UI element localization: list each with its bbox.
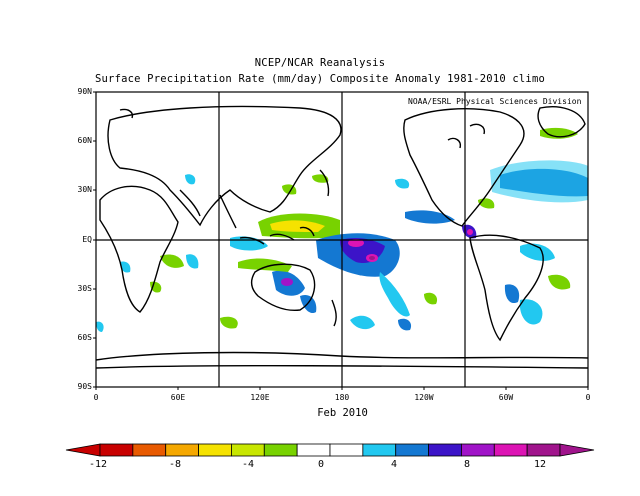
colorbar-swatch [132, 443, 167, 457]
colorbar-swatch [231, 443, 265, 457]
coastlines [95, 105, 589, 369]
lat-label-60s: 60S [77, 333, 92, 342]
anomaly-blue-so4 [398, 318, 412, 331]
colorbar-swatch [165, 443, 199, 457]
anomaly-purple-aus [281, 278, 293, 286]
anomaly-yellow-wpac [270, 220, 325, 232]
lat-label-30n: 30N [77, 185, 92, 194]
colorbar-swatch [395, 443, 429, 457]
colorbar-swatch [428, 443, 462, 457]
anomaly-lightblue-europe [185, 174, 196, 185]
lon-label-120w: 120W [414, 393, 434, 402]
anomaly-lightblue-npac [395, 178, 410, 189]
anomaly-blue-argentina [504, 284, 520, 304]
chart-subtitle: Surface Precipitation Rate (mm/day) Comp… [95, 73, 545, 85]
colorbar-swatch [296, 443, 331, 457]
anomaly-green-satl [548, 274, 571, 290]
colorbar-swatch [493, 443, 528, 457]
anomaly-green-so1 [220, 316, 238, 329]
colorbar-label-neg12: -12 [88, 459, 108, 470]
colorbar-arrow-left [65, 443, 101, 457]
anomaly-lightblue-satl [519, 299, 543, 325]
colorbar-label-4: 4 [390, 459, 398, 470]
colorbar-swatch [99, 443, 134, 457]
colorbar-label-neg8: -8 [168, 459, 182, 470]
anomaly-magenta-panama [467, 229, 473, 235]
credit-label: NOAA/ESRL Physical Sciences Division [408, 97, 582, 106]
colorbar-swatch [329, 443, 364, 457]
colorbar-swatch [263, 443, 298, 457]
chart-title: NCEP/NCAR Reanalysis [254, 57, 386, 69]
anomaly-lightblue-spcz2 [350, 315, 375, 330]
colorbar-swatch [461, 443, 495, 457]
colorbar-label-12: 12 [533, 459, 547, 470]
anomaly-lightblue-io [186, 254, 199, 269]
ticks [93, 91, 589, 390]
colorbar [65, 443, 595, 457]
colorbar-swatch [526, 443, 561, 457]
colorbar-label-8: 8 [463, 459, 471, 470]
lat-label-30s: 30S [77, 284, 92, 293]
lon-label-60e: 60E [170, 393, 186, 402]
colorbar-label-neg4: -4 [241, 459, 255, 470]
anomaly-lightblue-so2 [96, 321, 104, 332]
colorbar-swatch [362, 443, 397, 457]
colorbar-swatch [198, 443, 232, 457]
anomaly-magenta-cpac1 [348, 239, 364, 247]
lon-label-0-east: 0 [585, 393, 591, 402]
colorbar-arrow-right [559, 443, 595, 457]
lat-label-90n: 90N [77, 87, 92, 96]
date-label: Feb 2010 [317, 407, 368, 419]
lat-label-eq: EQ [82, 235, 92, 244]
lat-label-60n: 60N [77, 136, 92, 145]
anomaly-blue-spcz [379, 272, 410, 317]
lon-label-0: 0 [93, 393, 99, 402]
lat-label-90s: 90S [77, 382, 92, 391]
anomaly-green-so3 [424, 292, 438, 305]
colorbar-label-0: 0 [317, 459, 325, 470]
lon-label-180: 180 [334, 393, 350, 402]
lon-label-60w: 60W [498, 393, 514, 402]
anomaly-green-aus [238, 258, 292, 272]
anomaly-green-io [160, 254, 184, 268]
anomaly-purple-cpac [369, 256, 375, 260]
anomaly-lightblue-brazil [520, 243, 555, 261]
lon-label-120e: 120E [250, 393, 270, 402]
anomaly-lightblue-natl [490, 160, 588, 203]
